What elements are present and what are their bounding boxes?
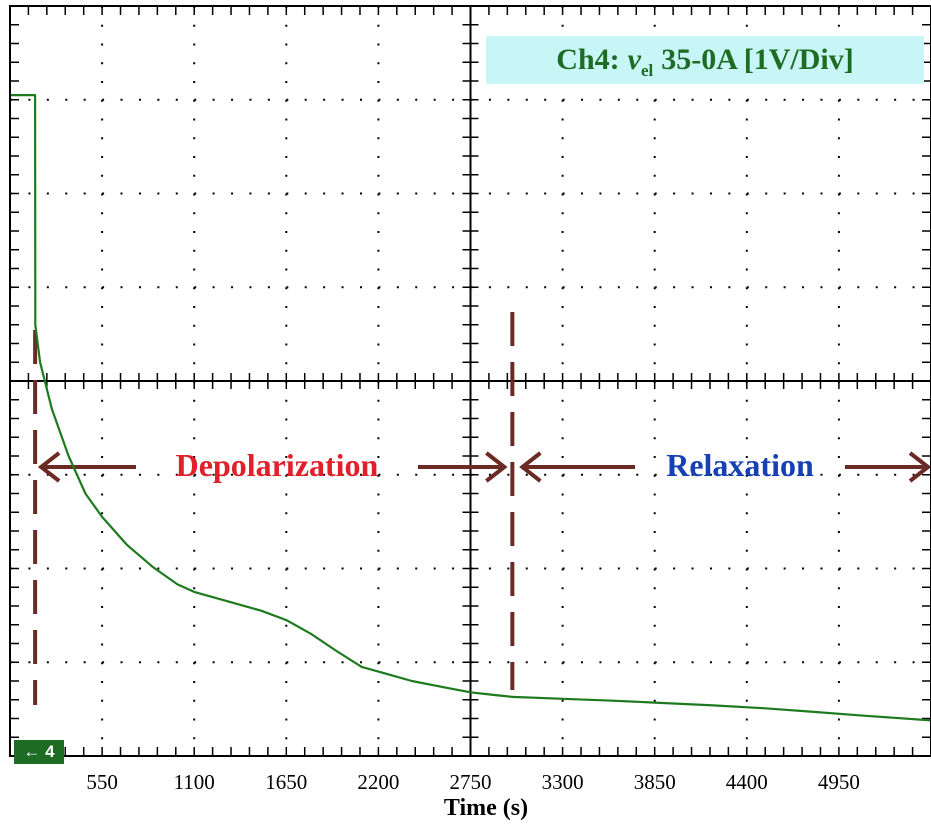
x-tick-label: 4950 xyxy=(817,770,860,794)
ground-marker-label: 4 xyxy=(45,742,55,761)
channel-symbol-subscript: el xyxy=(640,61,654,80)
x-tick-label: 550 xyxy=(86,770,118,794)
arrow-left-icon: ← xyxy=(23,742,41,761)
x-tick-label: 3850 xyxy=(633,770,676,794)
relaxation-arrowhead-right xyxy=(908,451,931,483)
region-label-depolarization: Depolarization xyxy=(175,447,379,483)
x-tick-label: 1650 xyxy=(265,770,308,794)
x-tick-label: 1100 xyxy=(173,770,215,794)
series-line xyxy=(10,93,931,722)
x-tick-label: 2200 xyxy=(357,770,400,794)
region-label-relaxation: Relaxation xyxy=(666,447,814,483)
relaxation-arrowhead-left xyxy=(519,451,542,483)
channel-symbol-v: v xyxy=(627,43,641,76)
depolarization-arrowhead-left xyxy=(37,451,61,483)
channel-ground-marker[interactable]: ← 4 xyxy=(14,740,64,764)
channel-symbol: vel xyxy=(627,43,654,80)
x-tick-label: 2750 xyxy=(449,770,492,794)
depolarization-arrowhead-right xyxy=(485,451,508,483)
channel-label-box: Ch4: vel 35-0A [1V/Div] xyxy=(486,36,924,84)
x-tick-label: 4400 xyxy=(725,770,768,794)
annotation-layer xyxy=(33,312,931,705)
axis-ticks-layer xyxy=(9,5,931,757)
channel-scale: 35-0A [1V/Div] xyxy=(661,43,854,76)
series-layer xyxy=(10,93,931,722)
x-tick-label: 3300 xyxy=(541,770,584,794)
x-axis-title: Time (s) xyxy=(443,795,529,821)
channel-prefix: Ch4: xyxy=(556,43,620,76)
plot-frame xyxy=(9,5,931,757)
